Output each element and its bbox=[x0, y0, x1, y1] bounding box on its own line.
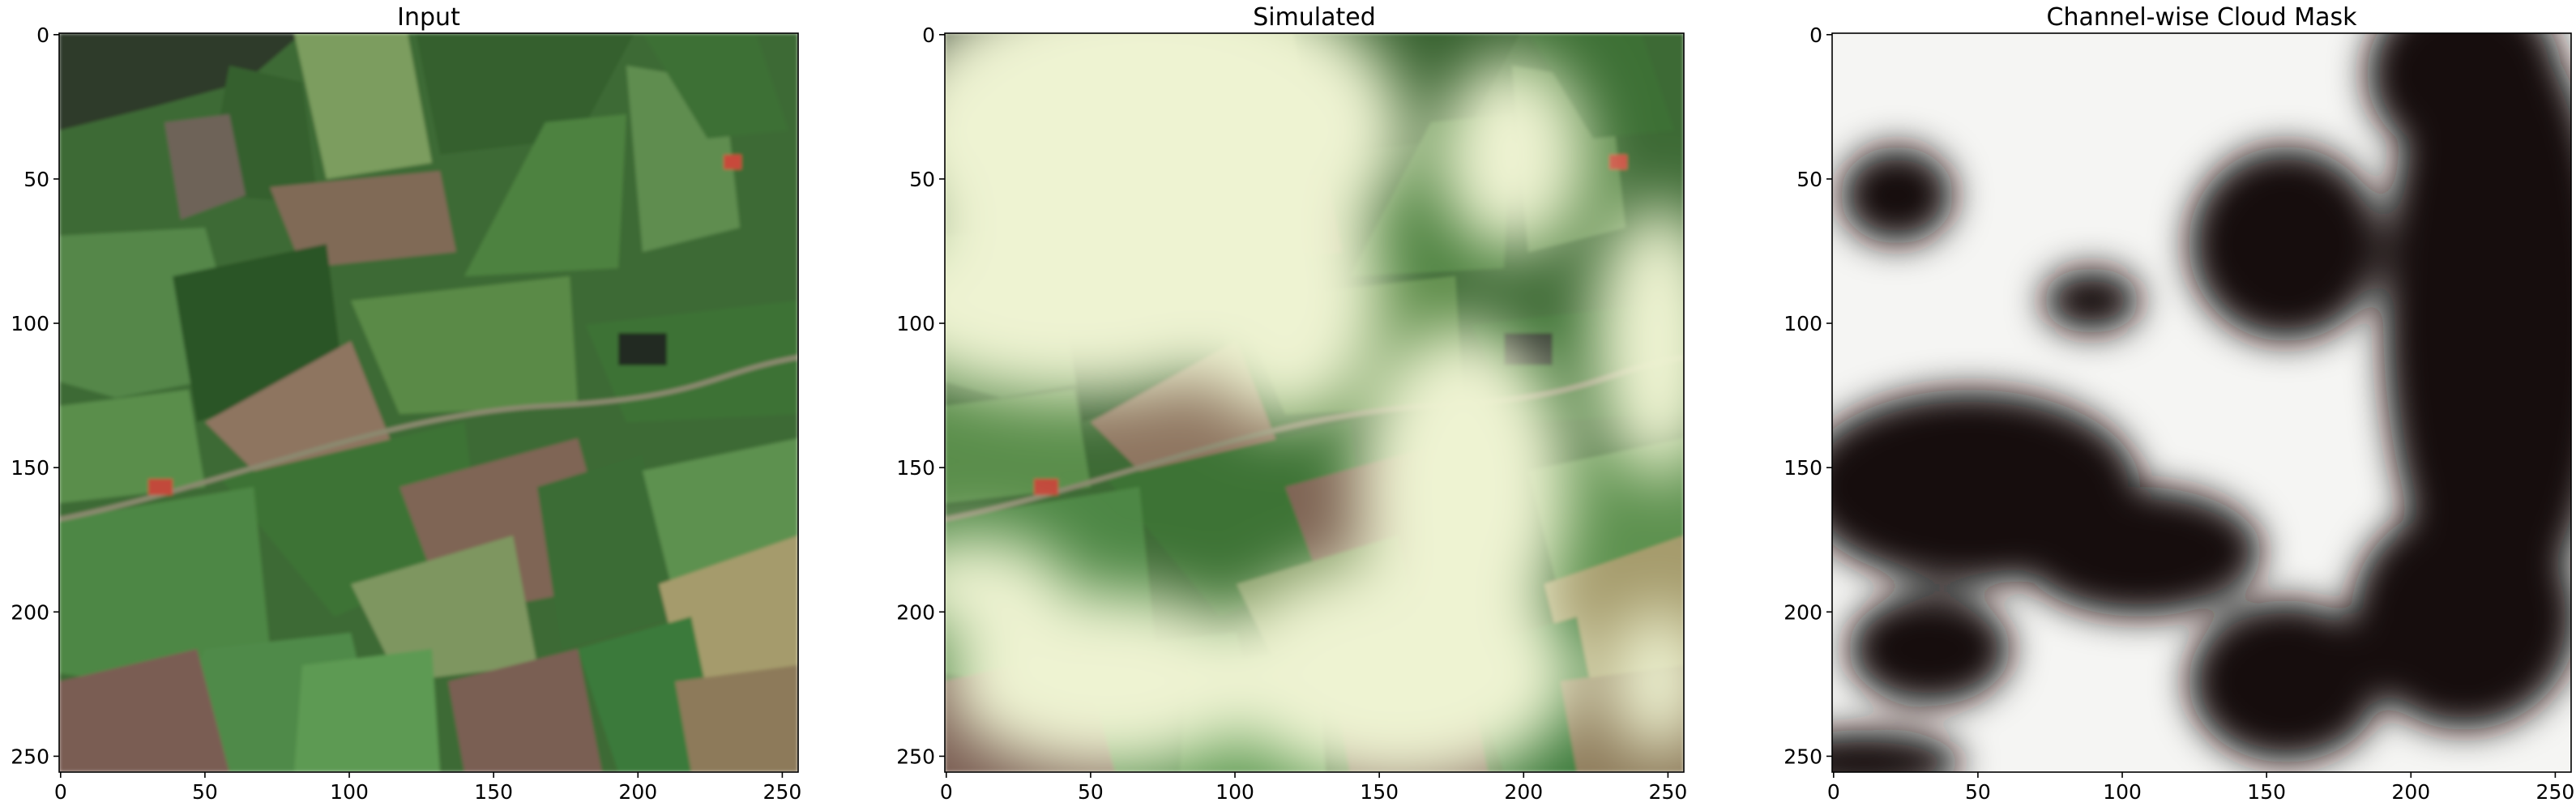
y-tick-label: 250 bbox=[1784, 745, 1822, 768]
y-tick-label: 100 bbox=[896, 312, 935, 335]
x-tick-label: 150 bbox=[2247, 780, 2286, 804]
simulated-image bbox=[945, 33, 1684, 772]
y-tick-label: 250 bbox=[11, 745, 49, 768]
x-tick-label: 50 bbox=[1965, 780, 1991, 804]
x-tick-label: 200 bbox=[1504, 780, 1543, 804]
y-tick-label: 100 bbox=[1784, 312, 1822, 335]
x-tick-label: 150 bbox=[1360, 780, 1399, 804]
y-tick-label: 50 bbox=[23, 168, 49, 191]
y-tick-label: 100 bbox=[11, 312, 49, 335]
y-tick-label: 150 bbox=[11, 456, 49, 480]
x-tick-label: 100 bbox=[2103, 780, 2142, 804]
y-tick-label: 200 bbox=[11, 600, 49, 624]
axes-title: Input bbox=[397, 3, 460, 32]
y-tick-label: 150 bbox=[896, 456, 935, 480]
cloud-mask-image bbox=[1832, 33, 2571, 772]
x-tick-label: 100 bbox=[1215, 780, 1254, 804]
axes-frame bbox=[1831, 32, 2572, 773]
y-tick-label: 200 bbox=[1784, 600, 1822, 624]
y-tick-label: 0 bbox=[922, 23, 935, 47]
x-tick-label: 200 bbox=[2391, 780, 2430, 804]
x-tick-label: 250 bbox=[1649, 780, 1688, 804]
axes-frame bbox=[58, 32, 799, 773]
y-tick-label: 0 bbox=[36, 23, 49, 47]
x-tick-label: 200 bbox=[618, 780, 657, 804]
y-tick-label: 50 bbox=[1796, 168, 1822, 191]
x-tick-label: 0 bbox=[1827, 780, 1840, 804]
axes-title: Simulated bbox=[1253, 3, 1376, 32]
x-tick-label: 0 bbox=[54, 780, 67, 804]
y-tick-label: 0 bbox=[1809, 23, 1822, 47]
x-tick-label: 0 bbox=[940, 780, 953, 804]
y-tick-label: 250 bbox=[896, 745, 935, 768]
axes-title: Channel-wise Cloud Mask bbox=[2047, 3, 2358, 32]
axes-frame bbox=[944, 32, 1685, 773]
y-tick-label: 50 bbox=[909, 168, 935, 191]
x-tick-label: 100 bbox=[330, 780, 369, 804]
x-tick-label: 250 bbox=[763, 780, 802, 804]
x-tick-label: 250 bbox=[2536, 780, 2575, 804]
x-tick-label: 150 bbox=[474, 780, 513, 804]
y-tick-label: 200 bbox=[896, 600, 935, 624]
x-tick-label: 50 bbox=[192, 780, 218, 804]
x-tick-label: 50 bbox=[1078, 780, 1104, 804]
y-tick-label: 150 bbox=[1784, 456, 1822, 480]
input-image bbox=[59, 33, 798, 772]
